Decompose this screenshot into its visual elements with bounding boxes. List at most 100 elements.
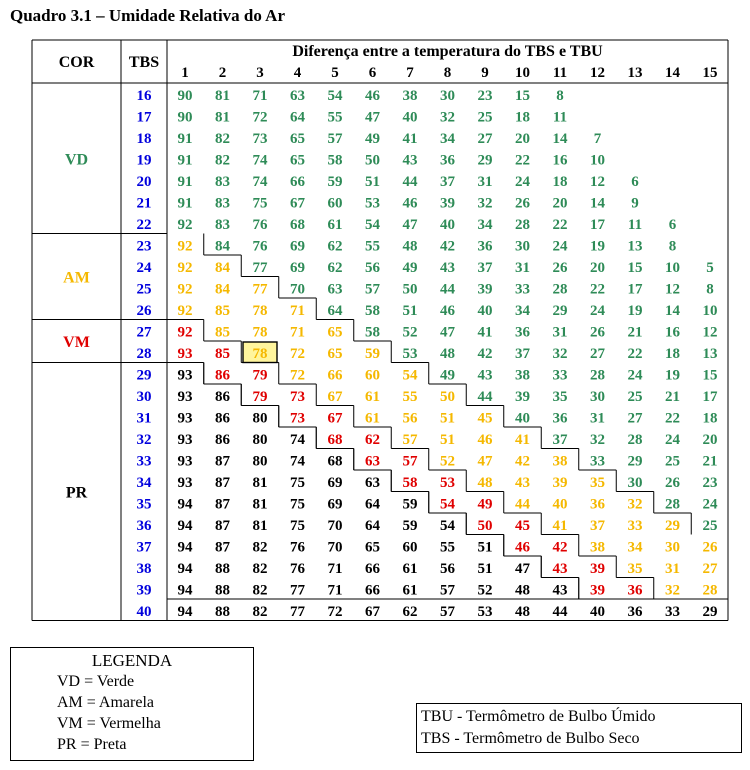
humidity-value: 71 [253,88,268,104]
humidity-value: 29 [478,153,493,169]
column-number: 12 [590,65,605,81]
humidity-value: 51 [478,540,493,556]
humidity-value: 54 [440,518,456,534]
humidity-value: 81 [215,88,230,104]
column-number: 4 [294,65,302,81]
legend-item-pr: PR = Preta [57,736,127,753]
humidity-value: 34 [515,303,531,319]
humidity-value: 35 [628,561,643,577]
humidity-value: 42 [553,540,568,556]
humidity-value: 33 [665,604,680,620]
column-number: 10 [515,65,530,81]
column-number: 1 [181,65,189,81]
humidity-value: 33 [515,282,530,298]
humidity-value: 72 [290,368,305,384]
humidity-value: 46 [478,432,494,448]
group-label: VM [63,334,90,351]
humidity-value: 68 [328,454,343,470]
group-label: VD [65,151,88,168]
humidity-value: 50 [478,518,493,534]
humidity-value: 44 [403,174,419,190]
tbs-value: 25 [137,282,152,298]
humidity-value: 34 [478,217,494,233]
humidity-value: 51 [478,561,493,577]
humidity-value: 82 [253,561,268,577]
humidity-value: 29 [665,518,680,534]
humidity-value: 65 [328,346,343,362]
humidity-value: 25 [628,389,643,405]
humidity-value: 9 [631,196,639,212]
humidity-value: 79 [253,368,268,384]
humidity-value: 94 [178,518,194,534]
humidity-value: 93 [178,368,193,384]
humidity-value: 38 [515,368,530,384]
humidity-value: 66 [365,583,381,599]
humidity-value: 52 [478,583,493,599]
humidity-value: 18 [553,174,568,190]
humidity-value: 32 [590,432,605,448]
humidity-value: 81 [253,518,268,534]
tbs-value: 24 [137,260,153,276]
humidity-value: 84 [215,260,231,276]
humidity-value: 22 [628,346,643,362]
humidity-value: 29 [553,303,568,319]
humidity-value: 36 [628,583,644,599]
humidity-value: 53 [403,346,418,362]
humidity-value: 62 [403,604,418,620]
humidity-value: 69 [290,260,305,276]
humidity-value: 31 [478,174,493,190]
humidity-value: 15 [515,88,530,104]
humidity-value: 77 [290,604,306,620]
humidity-value: 37 [553,432,569,448]
humidity-value: 53 [365,196,380,212]
humidity-value: 15 [703,368,718,384]
humidity-value: 91 [178,131,193,147]
humidity-value: 75 [290,518,305,534]
humidity-value: 22 [590,282,605,298]
humidity-value: 93 [178,454,193,470]
humidity-value: 77 [253,260,269,276]
humidity-value: 58 [328,153,343,169]
humidity-value: 78 [253,346,268,362]
humidity-value: 76 [253,239,269,255]
humidity-value: 47 [478,454,494,470]
humidity-value: 27 [590,346,606,362]
humidity-value: 40 [515,411,530,427]
humidity-value: 39 [553,475,568,491]
humidity-value: 39 [590,561,605,577]
humidity-value: 47 [403,217,419,233]
humidity-value: 61 [328,217,343,233]
humidity-value: 37 [515,346,531,362]
tbs-value: 36 [137,518,153,534]
column-number: 14 [665,65,681,81]
humidity-value: 44 [478,389,494,405]
humidity-value: 36 [440,153,456,169]
humidity-value: 45 [515,518,530,534]
humidity-value: 75 [290,497,305,513]
humidity-value: 82 [215,131,230,147]
column-number: 3 [256,65,264,81]
tbs-value: 20 [137,174,152,190]
humidity-value: 57 [365,282,381,298]
humidity-value: 42 [515,454,530,470]
humidity-value: 20 [553,196,568,212]
humidity-value: 55 [440,540,455,556]
column-number: 2 [219,65,227,81]
humidity-value: 37 [478,260,494,276]
humidity-value: 58 [365,303,380,319]
humidity-value: 58 [403,475,418,491]
humidity-value: 30 [440,88,455,104]
humidity-value: 27 [628,411,644,427]
humidity-value: 30 [665,540,680,556]
humidity-value: 88 [215,583,230,599]
column-number: 8 [444,65,452,81]
humidity-value: 83 [215,174,230,190]
humidity-value: 59 [403,518,418,534]
humidity-value: 48 [515,604,530,620]
humidity-value: 73 [290,389,305,405]
humidity-value: 10 [665,260,680,276]
humidity-value: 24 [703,497,719,513]
humidity-value: 80 [253,454,268,470]
humidity-value: 23 [478,88,493,104]
humidity-value: 58 [365,325,380,341]
